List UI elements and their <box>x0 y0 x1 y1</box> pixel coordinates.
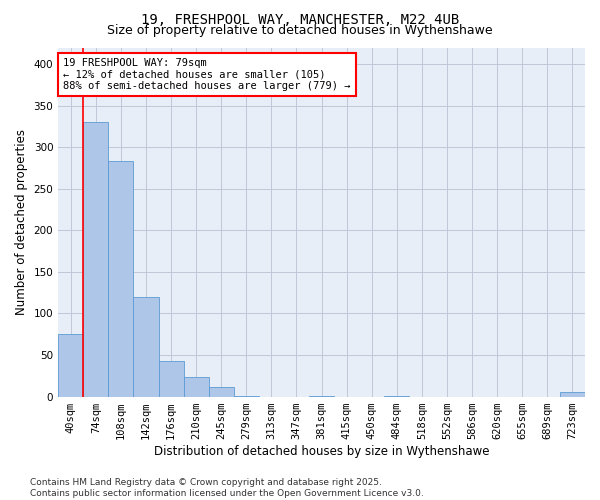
Text: 19 FRESHPOOL WAY: 79sqm
← 12% of detached houses are smaller (105)
88% of semi-d: 19 FRESHPOOL WAY: 79sqm ← 12% of detache… <box>64 58 351 91</box>
Bar <box>109 162 133 396</box>
Bar <box>560 392 585 396</box>
Bar <box>133 297 158 396</box>
Y-axis label: Number of detached properties: Number of detached properties <box>15 129 28 315</box>
X-axis label: Distribution of detached houses by size in Wythenshawe: Distribution of detached houses by size … <box>154 444 490 458</box>
Bar <box>184 378 209 396</box>
Text: Contains HM Land Registry data © Crown copyright and database right 2025.
Contai: Contains HM Land Registry data © Crown c… <box>30 478 424 498</box>
Bar <box>58 334 83 396</box>
Text: Size of property relative to detached houses in Wythenshawe: Size of property relative to detached ho… <box>107 24 493 37</box>
Bar <box>83 122 109 396</box>
Bar <box>158 361 184 396</box>
Bar <box>209 386 234 396</box>
Text: 19, FRESHPOOL WAY, MANCHESTER, M22 4UB: 19, FRESHPOOL WAY, MANCHESTER, M22 4UB <box>141 12 459 26</box>
